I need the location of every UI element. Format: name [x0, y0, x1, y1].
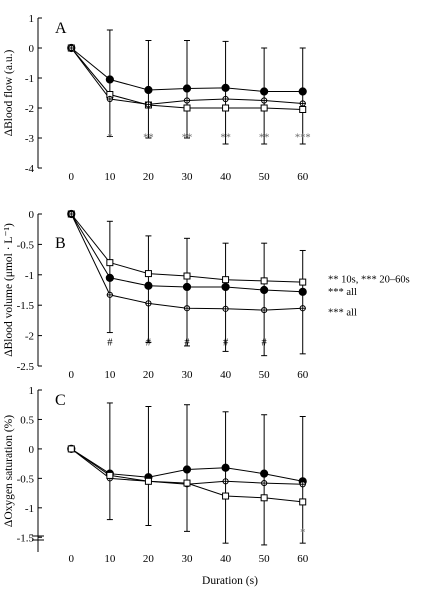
x-tick-label: 0	[69, 553, 75, 565]
y-tick-label: 0.5	[20, 414, 34, 426]
significance-annotation: #	[146, 338, 152, 349]
x-tick-label: 40	[220, 171, 232, 183]
y-tick-label: 1	[29, 13, 35, 25]
data-point-filled-circle	[105, 273, 114, 282]
data-point-open-square	[183, 479, 191, 487]
data-point-open-square	[260, 494, 268, 502]
panel-letter: C	[55, 392, 66, 409]
x-tick-label: 10	[104, 369, 116, 381]
significance-annotation: **	[182, 133, 193, 144]
data-point-filled-circle	[182, 84, 192, 93]
y-tick-label: -1	[25, 73, 34, 85]
x-tick-label: 40	[220, 553, 232, 565]
significance-annotation: **	[259, 133, 270, 144]
data-point-open-square	[222, 276, 230, 284]
significance-annotation: ***	[295, 133, 311, 144]
y-tick-label: -4	[25, 163, 35, 175]
series-significance-label: *** all	[328, 287, 357, 298]
y-tick-label: -1.5	[17, 532, 35, 544]
series-significance-label: ** 10s, *** 20–60s	[328, 274, 410, 285]
data-point-open-square	[144, 270, 152, 278]
y-tick-label: -2	[25, 103, 34, 115]
x-tick-label: 50	[259, 553, 271, 565]
data-point-open-square	[222, 104, 230, 112]
significance-annotation: #	[107, 338, 113, 349]
data-point-filled-circle	[182, 282, 192, 292]
y-tick-label: 0	[29, 43, 35, 55]
data-point-filled-circle	[144, 85, 153, 95]
y-tick-label: -1	[25, 503, 34, 515]
data-point-filled-circle	[221, 83, 230, 93]
data-point-open-square	[299, 106, 307, 113]
x-tick-label: 60	[297, 171, 309, 183]
data-point-open-square	[183, 272, 191, 280]
y-axis-title: ΔOxygen saturation (%)	[3, 415, 15, 527]
y-tick-label: 0	[29, 444, 35, 456]
x-tick-label: 0	[69, 369, 75, 381]
y-tick-label: -3	[25, 133, 35, 145]
data-point-filled-circle	[298, 87, 307, 96]
significance-annotation: #	[184, 338, 190, 349]
x-tick-label: 50	[259, 171, 271, 183]
y-axis-title: ΔBlood flow (a.u.)	[3, 50, 15, 137]
significance-annotation: **	[220, 133, 231, 144]
data-point-open-square	[260, 104, 268, 112]
x-tick-label: 50	[259, 369, 271, 381]
data-point-filled-circle	[260, 469, 269, 478]
data-point-filled-circle	[105, 75, 114, 84]
panel-letter: B	[55, 235, 66, 252]
data-point-filled-circle	[298, 287, 307, 296]
y-tick-label: 1	[29, 385, 35, 397]
x-axis-title: Duration (s)	[202, 575, 258, 587]
x-tick-label: 0	[69, 171, 75, 183]
data-point-open-square	[222, 492, 230, 500]
significance-annotation: *	[300, 527, 305, 538]
x-tick-label: 20	[143, 171, 155, 183]
significance-annotation: **	[143, 133, 154, 144]
data-point-open-square	[106, 471, 114, 479]
x-tick-label: 30	[182, 171, 194, 183]
data-point-open-square	[183, 104, 191, 112]
x-tick-label: 10	[104, 171, 116, 183]
significance-annotation: #	[223, 338, 229, 349]
data-point-open-square	[144, 477, 152, 485]
data-point-open-square	[260, 277, 268, 285]
data-point-open-square	[299, 498, 307, 506]
y-tick-label: -2.5	[17, 361, 35, 373]
panel-letter: A	[55, 20, 67, 37]
x-tick-label: 60	[297, 553, 309, 565]
y-tick-label: -0.5	[17, 239, 35, 251]
data-point-filled-circle	[221, 282, 230, 292]
x-tick-label: 30	[182, 553, 194, 565]
y-tick-label: -0.5	[17, 473, 35, 485]
data-point-open-square	[67, 445, 75, 453]
data-point-filled-circle	[260, 87, 269, 96]
data-point-open-square	[299, 278, 307, 286]
data-point-open-square	[106, 259, 114, 267]
y-tick-label: -2	[25, 331, 34, 343]
y-axis-title: ΔBlood volume (μmol · L⁻¹)	[3, 223, 15, 357]
x-tick-label: 60	[297, 369, 309, 381]
data-point-filled-circle	[182, 465, 192, 474]
series-significance-label: *** all	[328, 307, 357, 318]
significance-annotation: #	[262, 338, 268, 349]
x-tick-label: 20	[143, 369, 155, 381]
data-point-filled-circle	[260, 285, 269, 295]
significance-annotation: *	[107, 133, 112, 144]
data-point-filled-circle	[221, 463, 230, 472]
x-tick-label: 20	[143, 553, 155, 565]
y-tick-label: 0	[29, 209, 35, 221]
x-tick-label: 30	[182, 369, 194, 381]
data-point-filled-circle	[144, 281, 153, 290]
x-tick-label: 40	[220, 369, 232, 381]
y-tick-label: -1	[25, 270, 34, 282]
y-tick-label: -1.5	[17, 300, 35, 312]
x-tick-label: 10	[104, 553, 116, 565]
